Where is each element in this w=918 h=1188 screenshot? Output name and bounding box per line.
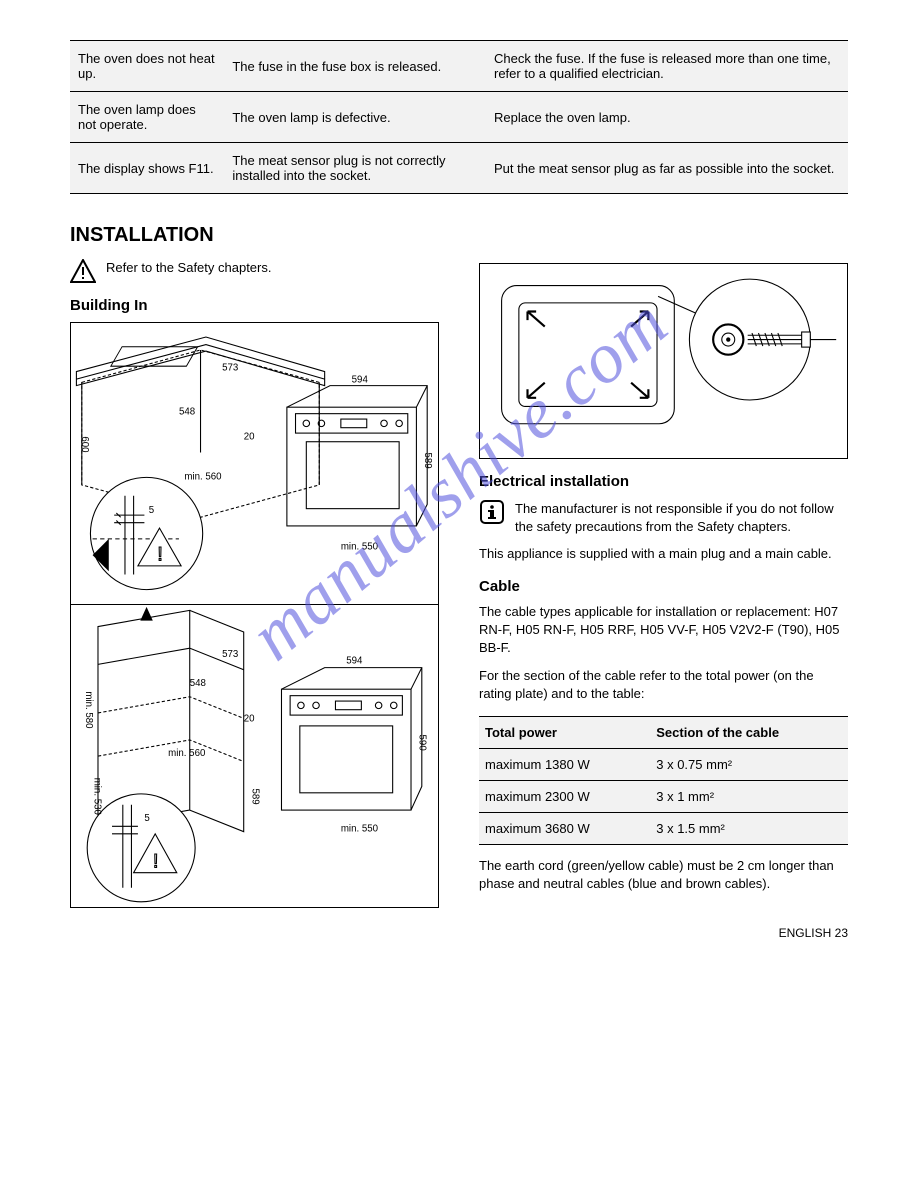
table-cell: maximum 2300 W: [479, 780, 650, 812]
building-in-diagram-1: ! 573 594 548 20 5 589 min. 550 600: [70, 322, 439, 605]
svg-text:min. 530: min. 530: [92, 777, 103, 815]
troubleshoot-table: The oven does not heat up.The fuse in th…: [70, 40, 848, 194]
table-row: The oven lamp does not operate.The oven …: [70, 92, 848, 143]
table-row: The oven does not heat up.The fuse in th…: [70, 41, 848, 92]
table-cell: The oven does not heat up.: [70, 41, 224, 92]
svg-text:min. 560: min. 560: [168, 748, 206, 759]
table-cell: Check the fuse. If the fuse is released …: [486, 41, 848, 92]
table-header-cell: Section of the cable: [650, 716, 848, 748]
table-cell: 3 x 1.5 mm²: [650, 812, 848, 844]
left-column: Refer to the Safety chapters. Building I…: [70, 259, 439, 908]
table-row: Total powerSection of the cable: [479, 716, 848, 748]
svg-text:5: 5: [149, 505, 154, 516]
svg-text:min. 550: min. 550: [341, 823, 379, 834]
body-para-2: The cable types applicable for installat…: [479, 603, 848, 658]
svg-text:594: 594: [346, 655, 363, 666]
svg-text:573: 573: [222, 648, 238, 659]
table-header-cell: Total power: [479, 716, 650, 748]
svg-text:20: 20: [244, 432, 255, 443]
body-para-3: For the section of the cable refer to th…: [479, 667, 848, 703]
svg-text:!: !: [157, 543, 162, 565]
svg-text:594: 594: [352, 374, 369, 385]
right-column: Electrical installation The manufacturer…: [479, 259, 848, 908]
page: The oven does not heat up.The fuse in th…: [0, 0, 918, 958]
svg-text:min. 550: min. 550: [341, 542, 379, 553]
svg-text:!: !: [153, 850, 158, 872]
warning-icon: [70, 259, 96, 283]
svg-text:min. 580: min. 580: [83, 691, 94, 729]
electrical-installation-heading: Electrical installation: [479, 473, 848, 490]
info-icon: [479, 500, 505, 524]
table-cell: maximum 3680 W: [479, 812, 650, 844]
svg-text:5: 5: [144, 813, 149, 824]
table-cell: 3 x 1 mm²: [650, 780, 848, 812]
table-row: maximum 2300 W3 x 1 mm²: [479, 780, 848, 812]
table-row: maximum 1380 W3 x 0.75 mm²: [479, 748, 848, 780]
table-cell: Replace the oven lamp.: [486, 92, 848, 143]
body-para-1: This appliance is supplied with a main p…: [479, 545, 848, 563]
two-column-layout: Refer to the Safety chapters. Building I…: [70, 259, 848, 908]
warning-block: Refer to the Safety chapters.: [70, 259, 439, 283]
table-cell: The display shows F11.: [70, 143, 224, 194]
table-cell: 3 x 0.75 mm²: [650, 748, 848, 780]
table-cell: maximum 1380 W: [479, 748, 650, 780]
svg-text:589: 589: [422, 453, 433, 469]
building-in-diagram-2: ! 573 594 548 20 5 min. 550 590 589 min.…: [70, 605, 439, 908]
info-block: The manufacturer is not responsible if y…: [479, 500, 848, 535]
building-in-heading: Building In: [70, 297, 439, 314]
section-title: INSTALLATION: [70, 224, 848, 247]
table-cell: The meat sensor plug is not correctly in…: [224, 143, 486, 194]
table-row: maximum 3680 W3 x 1.5 mm²: [479, 812, 848, 844]
table-cell: The oven lamp does not operate.: [70, 92, 224, 143]
table-cell: The oven lamp is defective.: [224, 92, 486, 143]
svg-text:min. 560: min. 560: [184, 472, 222, 483]
warning-text: Refer to the Safety chapters.: [106, 259, 271, 277]
info-text: The manufacturer is not responsible if y…: [515, 500, 848, 535]
screw-fixing-diagram: [479, 263, 848, 459]
cable-spec-table: Total powerSection of the cablemaximum 1…: [479, 716, 848, 845]
table-cell: Put the meat sensor plug as far as possi…: [486, 143, 848, 194]
svg-text:600: 600: [79, 436, 90, 453]
svg-text:573: 573: [222, 362, 238, 373]
table-row: The display shows F11.The meat sensor pl…: [70, 143, 848, 194]
table-cell: The fuse in the fuse box is released.: [224, 41, 486, 92]
svg-text:589: 589: [249, 788, 260, 804]
svg-text:548: 548: [190, 678, 206, 689]
post-note: The earth cord (green/yellow cable) must…: [479, 857, 848, 893]
svg-text:20: 20: [244, 713, 255, 724]
svg-text:590: 590: [417, 734, 428, 751]
svg-text:548: 548: [179, 407, 195, 418]
cable-heading: Cable: [479, 578, 848, 595]
page-number: ENGLISH 23: [779, 926, 848, 940]
